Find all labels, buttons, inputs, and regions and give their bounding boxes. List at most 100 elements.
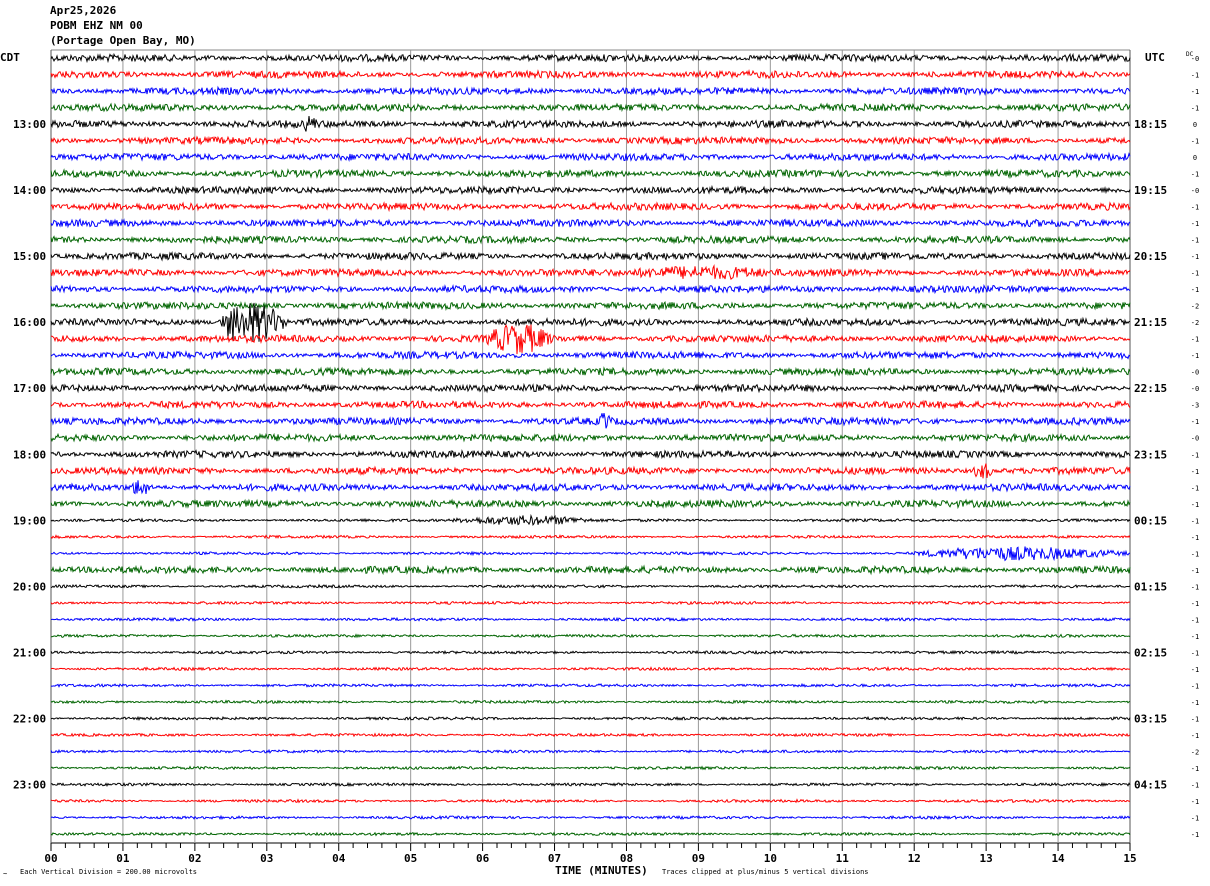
x-axis-label: TIME (MINUTES) <box>555 864 648 877</box>
left-hour-label: 16:00 <box>13 316 46 329</box>
right-hour-label: 18:15 <box>1134 118 1167 131</box>
dc-offset-label: -1 <box>1191 699 1199 707</box>
left-hour-label: 23:00 <box>13 778 46 791</box>
dc-offset-label: -1 <box>1191 798 1199 806</box>
right-hour-label: 01:15 <box>1134 580 1167 593</box>
trace-row <box>50 616 1131 623</box>
x-tick-label: 05 <box>404 852 417 865</box>
trace-row <box>50 302 1131 342</box>
trace-row <box>50 463 1131 479</box>
dc-offset-label: -1 <box>1191 286 1199 294</box>
dc-offset-label: -1 <box>1191 204 1199 212</box>
dc-offset-label: -2 <box>1191 303 1199 311</box>
trace-row <box>50 413 1131 429</box>
dc-offset-label: -1 <box>1191 666 1199 674</box>
x-tick-label: 11 <box>836 852 850 865</box>
trace-row <box>50 251 1131 262</box>
dc-offset-label: -1 <box>1191 484 1199 492</box>
dc-offset-label: -1 <box>1191 583 1199 591</box>
dc-offset-label: 0 <box>1193 121 1197 129</box>
x-tick-label: 01 <box>116 852 130 865</box>
dc-offset-label: -1 <box>1191 105 1199 113</box>
trace-row <box>50 184 1131 196</box>
station-label: POBM EHZ NM 00 <box>50 19 143 32</box>
x-tick-label: 10 <box>764 852 777 865</box>
dc-offset-label: -1 <box>1191 451 1199 459</box>
trace-row <box>50 432 1131 444</box>
trace-row <box>50 300 1131 312</box>
dc-offset-label: -1 <box>1191 550 1199 558</box>
dc-offset-label: -1 <box>1191 616 1199 624</box>
dc-offset-label: 0 <box>1193 154 1197 162</box>
scale-note: Each Vertical Division = 200.00 microvol… <box>20 868 197 876</box>
dc-offset-label: -1 <box>1191 336 1199 344</box>
x-tick-label: 14 <box>1051 852 1065 865</box>
trace-row <box>50 814 1131 821</box>
trace-row <box>50 399 1131 410</box>
trace-row <box>50 116 1131 132</box>
dc-header: DC <box>1186 51 1194 58</box>
trace-row <box>50 798 1131 804</box>
dc-offset-label: -1 <box>1191 171 1199 179</box>
x-tick-label: 06 <box>476 852 490 865</box>
trace-row <box>50 201 1131 213</box>
trace-row <box>50 52 1131 64</box>
dc-offset-label: -1 <box>1191 682 1199 690</box>
trace-row <box>50 600 1131 606</box>
trace-row <box>50 135 1131 146</box>
left-hour-label: 17:00 <box>13 382 46 395</box>
dc-offset-label: -1 <box>1191 517 1199 525</box>
trace-row <box>50 234 1131 245</box>
trace-row <box>50 151 1131 163</box>
dc-offset-label: -1 <box>1191 72 1199 80</box>
trace-row <box>50 715 1131 721</box>
trace-row <box>50 218 1131 229</box>
clip-note: Traces clipped at plus/minus 5 vertical … <box>662 868 869 876</box>
x-tick-label: 04 <box>332 852 346 865</box>
trace-row <box>50 324 1131 355</box>
right-hour-label: 04:15 <box>1134 778 1167 791</box>
left-hour-label: 22:00 <box>13 712 46 725</box>
trace-row <box>50 583 1131 589</box>
right-hour-label: 03:15 <box>1134 712 1167 725</box>
trace-row <box>50 85 1131 97</box>
right-hour-label: 00:15 <box>1134 514 1167 527</box>
dc-offset-label: -1 <box>1191 600 1199 608</box>
trace-row <box>50 732 1131 738</box>
left-hour-label: 21:00 <box>13 646 46 659</box>
dc-offset-label: -1 <box>1191 765 1199 773</box>
dc-offset-label: -1 <box>1191 237 1199 245</box>
dc-offset-label: -1 <box>1191 831 1199 839</box>
left-hour-label: 18:00 <box>13 448 46 461</box>
left-hour-label: 14:00 <box>13 184 46 197</box>
right-hour-label: 02:15 <box>1134 646 1167 659</box>
dc-offset-label: -1 <box>1191 418 1199 426</box>
dc-offset-label: -2 <box>1191 748 1199 756</box>
left-hour-label: 15:00 <box>13 250 46 263</box>
trace-row <box>50 564 1131 576</box>
dc-offset-label: -1 <box>1191 715 1199 723</box>
dc-offset-label: -1 <box>1191 534 1199 542</box>
dc-offset-label: -1 <box>1191 781 1199 789</box>
trace-row <box>50 546 1131 562</box>
x-tick-label: 00 <box>44 852 57 865</box>
dc-offset-label: -0 <box>1191 385 1199 393</box>
trace-row <box>50 283 1131 295</box>
left-hour-label: 20:00 <box>13 580 46 593</box>
trace-row <box>50 666 1131 672</box>
right-timezone-label: UTC <box>1145 51 1165 64</box>
trace-row <box>50 102 1131 113</box>
trace-row <box>50 781 1131 788</box>
dc-offset-label: -1 <box>1191 567 1199 575</box>
trace-row <box>50 513 1131 526</box>
x-tick-label: 13 <box>980 852 993 865</box>
trace-row <box>50 168 1131 179</box>
dc-offset-label: -1 <box>1191 649 1199 657</box>
dc-offset-label: -1 <box>1191 468 1199 476</box>
dc-offset-label: -0 <box>1191 435 1199 443</box>
dc-offset-label: -1 <box>1191 814 1199 822</box>
dc-offset-label: -1 <box>1191 270 1199 278</box>
left-hour-label: 19:00 <box>13 514 46 527</box>
right-hour-label: 19:15 <box>1134 184 1167 197</box>
logo-mark: ~ <box>3 870 7 878</box>
